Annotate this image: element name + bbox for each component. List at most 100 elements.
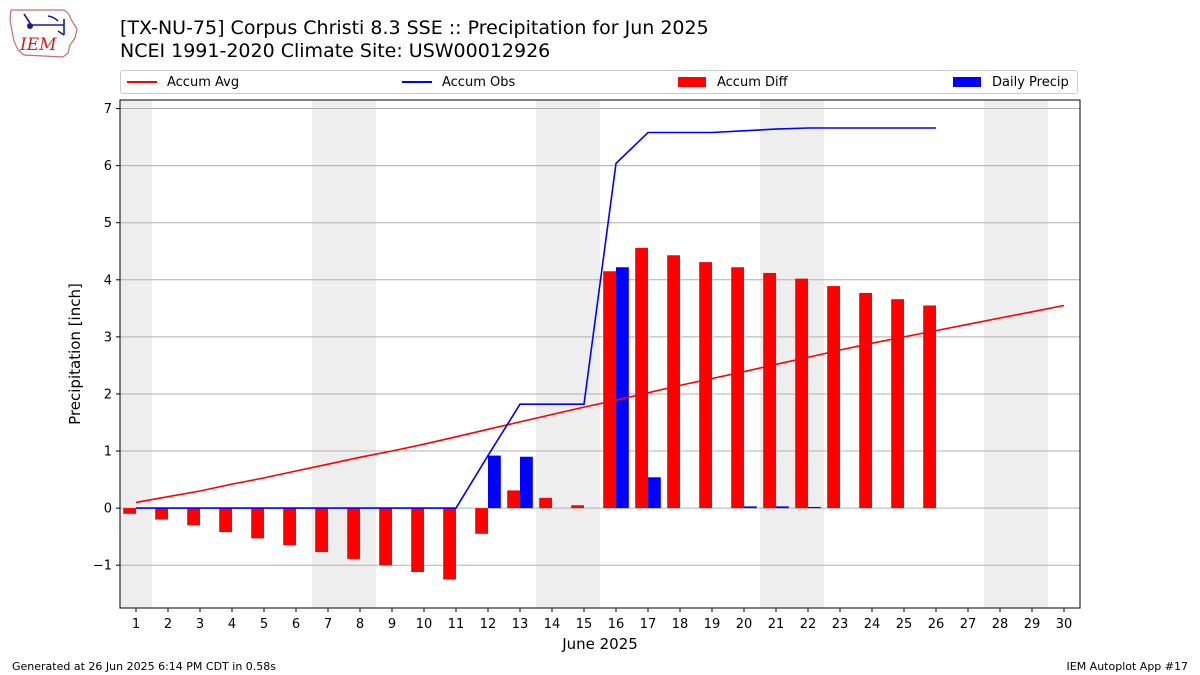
x-tick-label: 3 (196, 617, 204, 632)
x-tick-label: 19 (704, 617, 721, 632)
generated-timestamp: Generated at 26 Jun 2025 6:14 PM CDT in … (12, 660, 277, 673)
x-tick-label: 15 (576, 617, 593, 632)
legend-label-daily-precip: Daily Precip (992, 74, 1069, 90)
x-tick-label: 23 (832, 617, 849, 632)
accum-diff-bar (795, 278, 808, 509)
accum-diff-bar (251, 508, 264, 539)
y-tick-label: −1 (93, 559, 112, 574)
accum-diff-bar (123, 508, 136, 514)
accum-diff-bar (923, 305, 936, 509)
legend-item-accum-obs: Accum Obs (402, 71, 515, 93)
accum-diff-bar (507, 490, 520, 509)
accum-diff-bar (411, 508, 424, 573)
x-tick-label: 17 (640, 617, 657, 632)
accum-diff-bar (219, 508, 232, 533)
legend-label-accum-diff: Accum Diff (717, 74, 788, 90)
legend-label-accum-obs: Accum Obs (442, 74, 516, 90)
accum-diff-bar (827, 286, 840, 509)
daily-precip-bar (648, 477, 661, 509)
accum-diff-bar (603, 271, 616, 509)
accum-diff-bar (475, 508, 488, 534)
legend-swatch-accum-obs (402, 81, 432, 83)
x-tick-label: 22 (800, 617, 817, 632)
accum-diff-bar (187, 508, 200, 526)
accum-diff-bar (155, 508, 168, 520)
chart-title: [TX-NU-75] Corpus Christi 8.3 SSE :: Pre… (120, 17, 709, 39)
accum-diff-bar (347, 508, 360, 559)
x-tick-label: 4 (228, 617, 236, 632)
weekend-band (536, 100, 600, 608)
x-tick-label: 28 (992, 617, 1009, 632)
daily-precip-bar (616, 267, 629, 509)
x-tick-label: 6 (292, 617, 300, 632)
y-tick-label: 5 (104, 216, 112, 231)
logo-text: IEM (19, 35, 57, 55)
x-tick-label: 25 (896, 617, 913, 632)
accum-diff-bar (283, 508, 296, 546)
x-tick-label: 30 (1056, 617, 1073, 632)
y-tick-label: 2 (104, 387, 112, 402)
chart-subtitle: NCEI 1991-2020 Climate Site: USW00012926 (120, 40, 551, 62)
y-tick-label: 3 (104, 330, 112, 345)
daily-precip-bar (488, 455, 501, 509)
accum-diff-bar (859, 292, 872, 509)
accum-diff-bar (667, 255, 680, 509)
x-tick-label: 12 (480, 617, 497, 632)
x-tick-label: 8 (356, 617, 364, 632)
app-credit: IEM Autoplot App #17 (1066, 660, 1189, 673)
accum-diff-bar (635, 247, 648, 509)
legend: Accum Avg Accum Obs Accum Diff Daily Pre… (120, 70, 1078, 94)
accum-obs-line (136, 127, 936, 509)
x-tick-label: 21 (768, 617, 785, 632)
daily-precip-bar (776, 506, 789, 509)
accum-diff-bar (891, 299, 904, 509)
x-axis-label: June 2025 (561, 635, 638, 653)
x-tick-label: 10 (416, 617, 433, 632)
x-tick-label: 2 (164, 617, 172, 632)
daily-precip-bar (520, 456, 533, 509)
accum-diff-bar (443, 508, 456, 580)
legend-item-accum-diff: Accum Diff (678, 71, 788, 93)
accum-diff-bar (315, 508, 328, 553)
x-tick-label: 7 (324, 617, 332, 632)
x-tick-label: 14 (544, 617, 561, 632)
iem-logo: IEM (9, 9, 78, 58)
x-tick-label: 26 (928, 617, 945, 632)
accum-diff-bar (379, 508, 392, 566)
accum-diff-bar (763, 272, 776, 509)
y-tick-label: 7 (104, 102, 112, 117)
legend-swatch-accum-diff (678, 77, 706, 87)
plot-frame (119, 99, 1081, 609)
x-tick-label: 20 (736, 617, 753, 632)
daily-precip-bar (744, 506, 757, 509)
x-tick-label: 27 (960, 617, 977, 632)
x-tick-label: 18 (672, 617, 689, 632)
x-tick-label: 13 (512, 617, 529, 632)
legend-item-daily-precip: Daily Precip (953, 71, 1069, 93)
y-tick-label: 0 (104, 502, 112, 517)
y-tick-label: 1 (104, 445, 112, 460)
x-tick-label: 5 (260, 617, 268, 632)
y-axis-label: Precipitation [inch] (66, 283, 84, 425)
accum-diff-bar (699, 262, 712, 509)
y-tick-label: 4 (104, 273, 112, 288)
accum-avg-line (135, 304, 1065, 504)
x-tick-label: 16 (608, 617, 625, 632)
legend-label-accum-avg: Accum Avg (167, 74, 240, 90)
legend-item-accum-avg: Accum Avg (127, 71, 239, 93)
legend-swatch-daily-precip (953, 77, 981, 87)
accum-diff-bar (539, 497, 552, 509)
state-outline-icon (9, 9, 78, 58)
daily-precip-bar (808, 506, 821, 509)
y-tick-label: 6 (104, 159, 112, 174)
accum-diff-bar (731, 267, 744, 509)
x-tick-label: 29 (1024, 617, 1041, 632)
weather-station-icon (23, 13, 65, 36)
x-tick-label: 9 (388, 617, 396, 632)
x-tick-label: 24 (864, 617, 881, 632)
weekend-band (120, 100, 152, 608)
weekend-band (984, 100, 1048, 608)
accum-diff-bar (571, 505, 584, 509)
x-tick-label: 11 (448, 617, 465, 632)
